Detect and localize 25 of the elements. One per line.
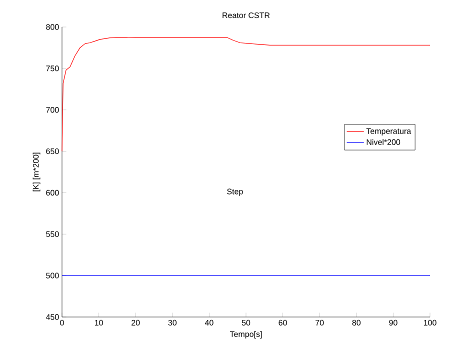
- x-axis-title: Tempo[s]: [230, 331, 262, 339]
- y-axis-title: [K] [m*200]: [32, 152, 40, 192]
- y-tick-label: 700: [46, 107, 59, 113]
- x-tick-label: 40: [204, 320, 214, 326]
- x-tick-label: 20: [132, 320, 140, 326]
- x-tick-label: 60: [278, 320, 287, 326]
- x-tick-label: 10: [94, 320, 103, 326]
- x-tick-label: 100: [424, 320, 436, 326]
- annotation: Step: [227, 188, 243, 196]
- y-tick-label: 600: [46, 190, 59, 196]
- chart-title: Reator CSTR: [222, 12, 270, 18]
- legend-label: Nivel*200: [366, 139, 400, 145]
- x-tick-label: 50: [242, 320, 250, 326]
- x-tick-label: 90: [389, 320, 398, 326]
- y-tick-label: 650: [46, 148, 59, 154]
- x-tick-label: 70: [316, 320, 324, 326]
- legend-label: Temperatura: [366, 128, 412, 136]
- y-tick-label: 450: [46, 314, 59, 320]
- y-tick-label: 500: [46, 272, 59, 278]
- x-tick-label: 30: [168, 320, 177, 326]
- y-tick-label: 800: [46, 24, 59, 30]
- x-tick-label: 80: [352, 320, 361, 326]
- y-tick-label: 750: [46, 66, 59, 72]
- x-tick-label: 0: [60, 320, 64, 326]
- y-tick-label: 550: [46, 231, 59, 237]
